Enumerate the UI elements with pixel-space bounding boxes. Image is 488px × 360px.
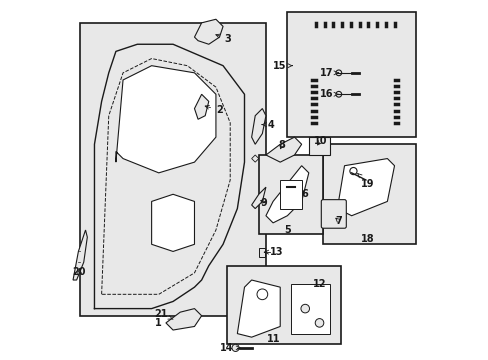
Polygon shape [237,280,280,337]
Text: 17: 17 [319,68,338,78]
Text: 18: 18 [360,234,374,244]
Text: 6: 6 [301,189,308,199]
Text: 15: 15 [273,61,292,71]
Bar [226,266,340,344]
Circle shape [300,304,309,313]
Polygon shape [194,19,223,44]
Circle shape [315,319,323,327]
Bar [323,144,415,244]
Text: 14: 14 [220,343,240,353]
Polygon shape [194,94,208,119]
Polygon shape [116,66,216,173]
Bar [290,284,329,334]
Polygon shape [265,166,308,223]
Text: 16: 16 [319,89,338,99]
Bar [258,248,264,257]
Polygon shape [73,230,87,280]
Text: 7: 7 [335,216,342,226]
Text: 11: 11 [266,334,280,344]
Text: 13: 13 [264,247,283,257]
Text: 21: 21 [154,309,173,319]
Text: 3: 3 [215,34,231,44]
Text: 4: 4 [262,120,274,130]
Polygon shape [265,137,301,162]
Polygon shape [337,158,394,216]
Text: 2: 2 [205,105,222,115]
Polygon shape [151,194,194,251]
Circle shape [257,289,267,300]
Polygon shape [251,155,258,162]
Bar [258,155,323,234]
FancyBboxPatch shape [321,200,346,228]
Circle shape [231,344,239,351]
Circle shape [300,304,309,313]
Polygon shape [251,187,265,208]
Text: 20: 20 [73,267,86,277]
Polygon shape [165,309,201,330]
Circle shape [315,319,323,327]
Text: 12: 12 [312,279,325,289]
Bar [308,137,329,155]
Bar [80,23,265,316]
Text: 9: 9 [260,198,267,208]
Bar [287,12,415,137]
Polygon shape [251,109,265,144]
Text: 8: 8 [278,140,285,150]
Bar [280,180,301,208]
Text: 1: 1 [155,318,162,328]
Text: 10: 10 [313,136,327,146]
Text: 19: 19 [357,174,374,189]
Text: 5: 5 [284,225,290,235]
